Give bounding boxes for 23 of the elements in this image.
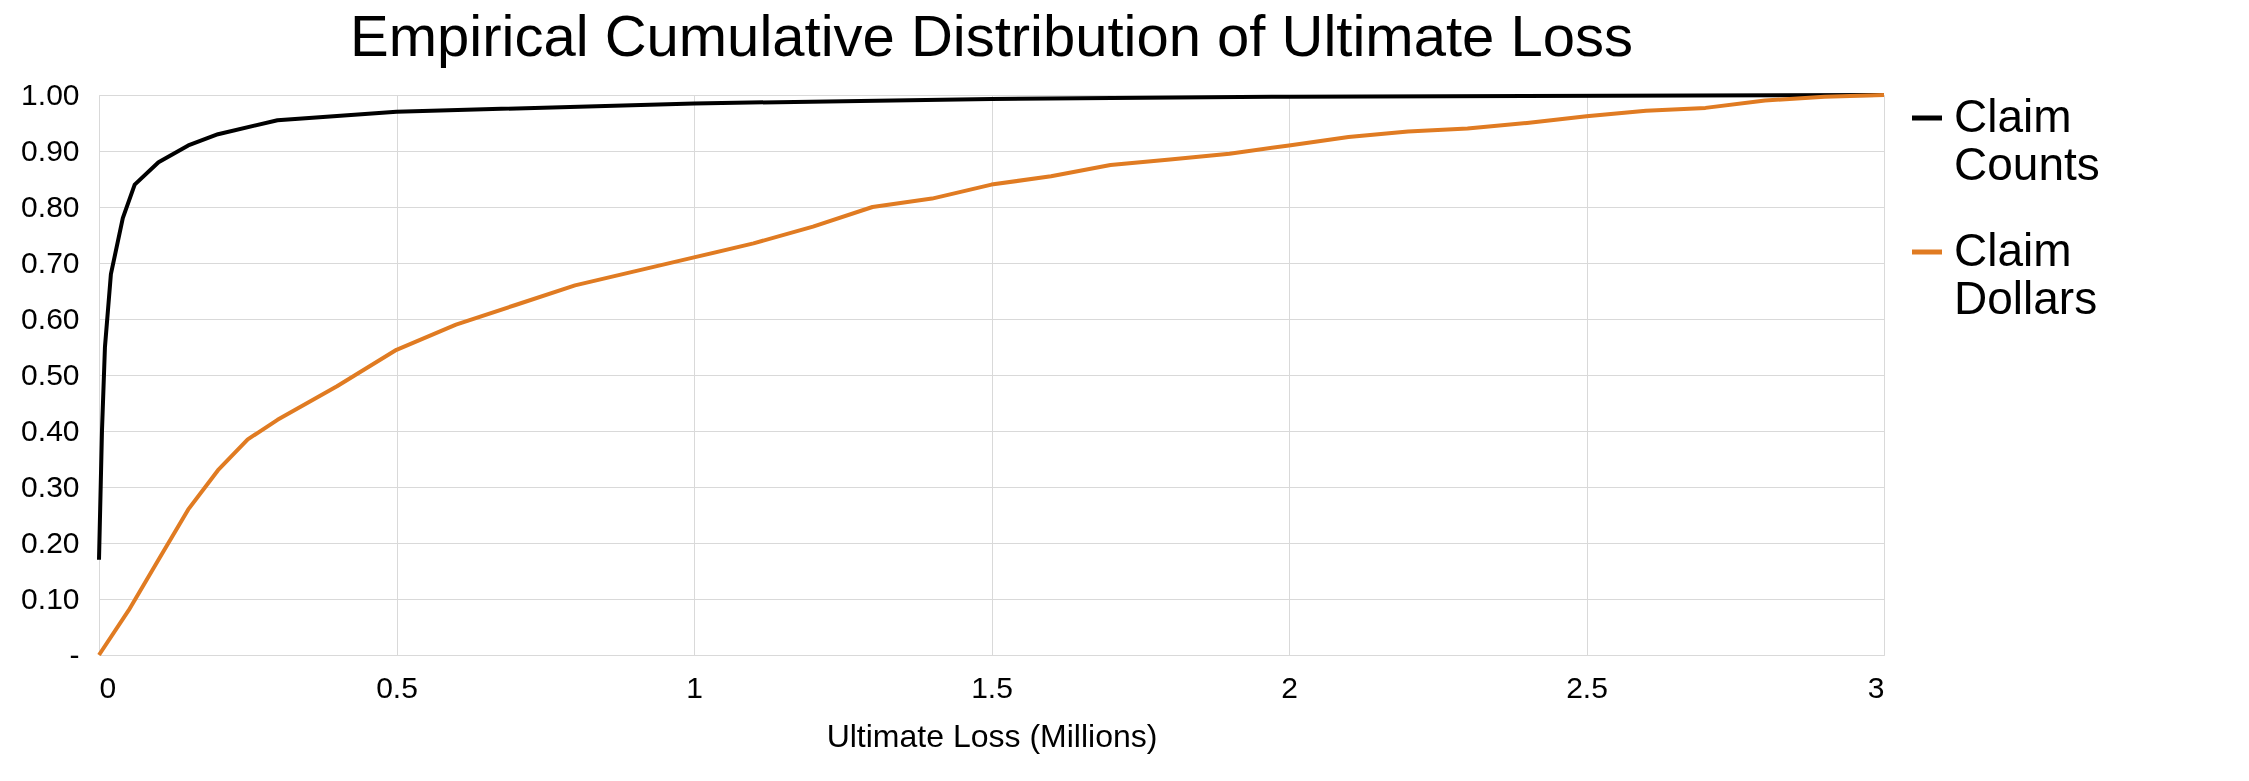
- y-tick-label: 0.10: [21, 581, 80, 615]
- x-tick-label: 0: [99, 670, 117, 704]
- y-tick-label: 1.00: [21, 77, 80, 111]
- y-tick-label: 0.60: [21, 301, 80, 335]
- x-tick-label: 1.5: [971, 670, 1013, 704]
- x-tick-label: 1: [686, 670, 703, 704]
- x-tick-label: 0.5: [376, 670, 418, 704]
- y-tick-label: 0.80: [21, 189, 80, 223]
- x-tick-label: 2.5: [1566, 670, 1608, 704]
- legend-label: Claim Counts: [1954, 90, 2100, 190]
- x-axis-title: Ultimate Loss (Millions): [826, 717, 1158, 754]
- y-tick-label: 0.90: [21, 133, 80, 167]
- y-tick-label: 0.50: [21, 357, 80, 391]
- y-tick-label: 0.20: [21, 525, 80, 559]
- y-tick-label: 0.30: [21, 469, 80, 503]
- x-tick-label: 2: [1281, 670, 1298, 704]
- x-tick-label: 3: [1867, 670, 1885, 704]
- chart-title: Empirical Cumulative Distribution of Ultimate Loss: [350, 3, 1633, 68]
- line-series: [97, 93, 1886, 657]
- y-tick-label: -: [69, 637, 80, 671]
- y-tick-label: 0.70: [21, 245, 80, 279]
- legend-label: Claim Dollars: [1954, 224, 2098, 324]
- y-tick-label: 0.40: [21, 413, 80, 447]
